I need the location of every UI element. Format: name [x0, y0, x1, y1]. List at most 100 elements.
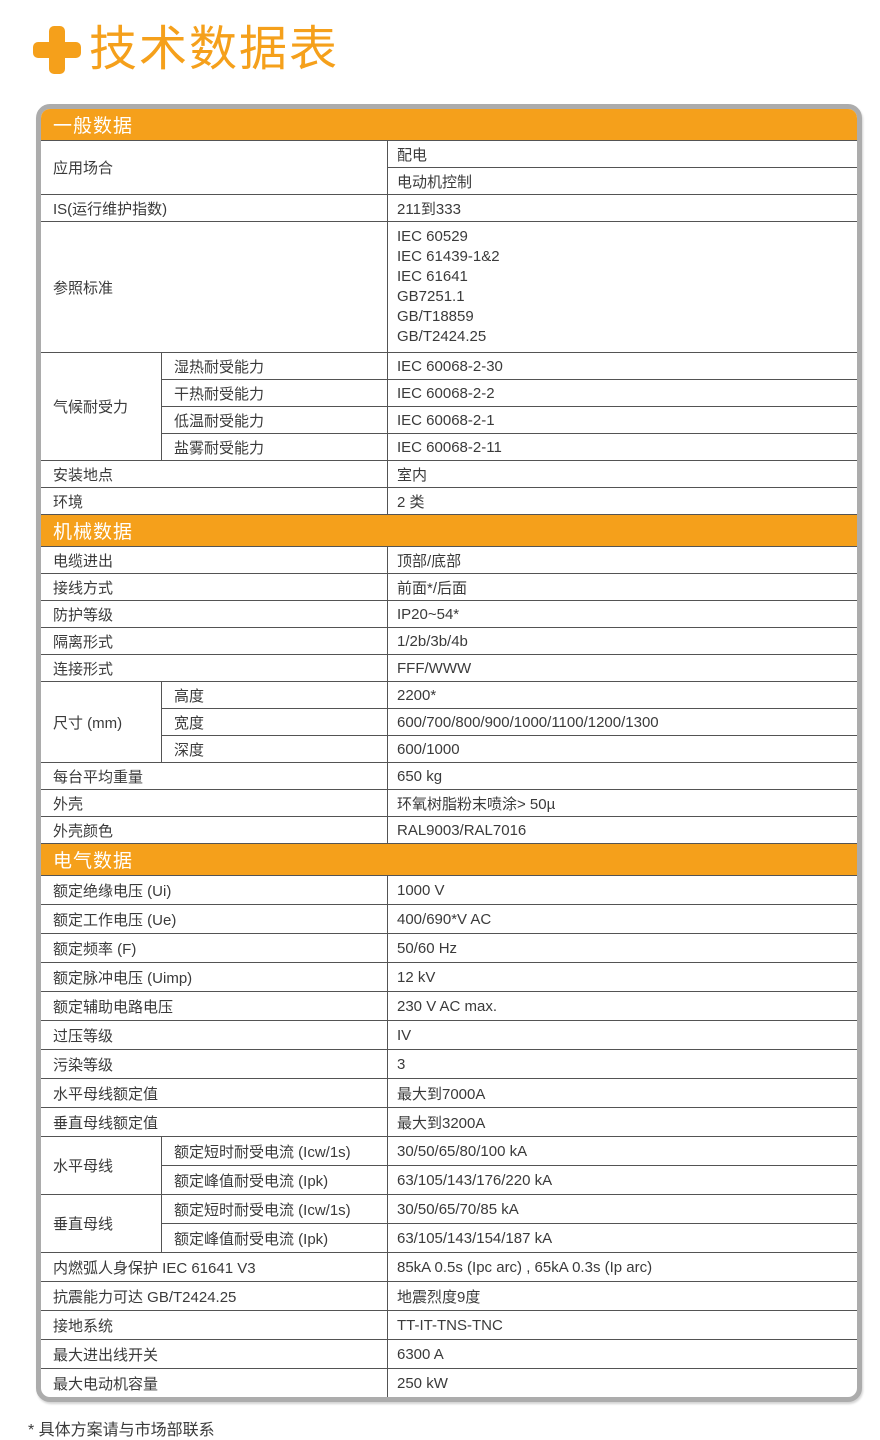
- row-value: 400/690*V AC: [387, 904, 857, 934]
- row-value: 12 kV: [387, 962, 857, 992]
- table-row: 接地系统 TT-IT-TNS-TNC: [41, 1310, 857, 1340]
- row-value: TT-IT-TNS-TNC: [387, 1310, 857, 1340]
- table-row: 垂直母线额定值 最大到3200A: [41, 1107, 857, 1137]
- table-row: 接线方式 前面*/后面: [41, 573, 857, 601]
- table-row: 最大进出线开关 6300 A: [41, 1339, 857, 1369]
- row-value: IEC 60068-2-1: [387, 406, 857, 434]
- table-row: 电缆进出 顶部/底部: [41, 546, 857, 574]
- row-value: 电动机控制: [387, 167, 857, 195]
- value-line: IEC 61439-1&2: [397, 248, 500, 265]
- row-label: 过压等级: [41, 1020, 388, 1050]
- table-row: 防护等级 IP20~54*: [41, 600, 857, 628]
- table-row: 电气数据: [41, 843, 857, 876]
- footnote: * 具体方案请与市场部联系: [28, 1422, 215, 1439]
- row-value: 顶部/底部: [387, 546, 857, 574]
- table-row: 垂直母线 额定短时耐受电流 (Icw/1s) 30/50/65/70/85 kA: [41, 1194, 857, 1253]
- row-value: 2200*: [387, 681, 857, 709]
- row-sublabel: 湿热耐受能力: [161, 352, 388, 380]
- row-value: 650 kg: [387, 762, 857, 790]
- table-row: 额定峰值耐受电流 (Ipk) 63/105/143/154/187 kA: [41, 1223, 857, 1253]
- row-sublabel: 宽度: [161, 708, 388, 736]
- row-value: RAL9003/RAL7016: [387, 816, 857, 844]
- row-label: 安装地点: [41, 460, 388, 488]
- table-row: 额定辅助电路电压 230 V AC max.: [41, 991, 857, 1021]
- table-row: 额定频率 (F) 50/60 Hz: [41, 933, 857, 963]
- table-row: 连接形式 FFF/WWW: [41, 654, 857, 682]
- spec-table-frame: 一般数据 应用场合 配电 电动机控制 IS(运行维护指数) 211到333 参照标准 IEC …: [36, 104, 862, 1402]
- table-row: 外壳 环氧树脂粉末喷涂> 50µ: [41, 789, 857, 817]
- row-value: 30/50/65/80/100 kA: [387, 1136, 857, 1166]
- row-label: 最大电动机容量: [41, 1368, 388, 1397]
- row-sublabel: 额定短时耐受电流 (Icw/1s): [161, 1194, 388, 1224]
- table-row: 内燃弧人身保护 IEC 61641 V3 85kA 0.5s (Ipc arc) …: [41, 1252, 857, 1282]
- plus-icon: [33, 26, 81, 74]
- row-value: 6300 A: [387, 1339, 857, 1369]
- table-row: 水平母线 额定短时耐受电流 (Icw/1s) 30/50/65/80/100 kA: [41, 1136, 857, 1195]
- row-value: 3: [387, 1049, 857, 1079]
- row-value: 85kA 0.5s (Ipc arc) , 65kA 0.3s (Ip arc): [387, 1252, 857, 1282]
- row-value: 环氧树脂粉末喷涂> 50µ: [387, 789, 857, 817]
- table-row: 水平母线额定值 最大到7000A: [41, 1078, 857, 1108]
- table-row: 干热耐受能力 IEC 60068-2-2: [41, 379, 857, 407]
- row-value: 前面*/后面: [387, 573, 857, 601]
- table-row: 额定脉冲电压 (Uimp) 12 kV: [41, 962, 857, 992]
- table-row: 电动机控制: [41, 167, 857, 195]
- row-value: 配电: [387, 140, 857, 168]
- row-value: 250 kW: [387, 1368, 857, 1397]
- table-row: 参照标准 IEC 60529 IEC 61439-1&2 IEC 61641 GB725…: [41, 221, 857, 353]
- section-header: 电气数据: [41, 843, 857, 876]
- table-row: IS(运行维护指数) 211到333: [41, 194, 857, 222]
- table-row: 尺寸 (mm) 高度 2200*: [41, 681, 857, 763]
- row-label: 额定辅助电路电压: [41, 991, 388, 1021]
- row-label: 额定脉冲电压 (Uimp): [41, 962, 388, 992]
- row-label: 额定绝缘电压 (Ui): [41, 875, 388, 905]
- table-row: 额定绝缘电压 (Ui) 1000 V: [41, 875, 857, 905]
- row-value: 230 V AC max.: [387, 991, 857, 1021]
- table-row: 环境 2 类: [41, 487, 857, 515]
- row-sublabel: 额定峰值耐受电流 (Ipk): [161, 1223, 388, 1253]
- table-row: 污染等级 3: [41, 1049, 857, 1079]
- row-value: 1/2b/3b/4b: [387, 627, 857, 655]
- value-line: IEC 61641: [397, 268, 468, 285]
- row-label: 水平母线: [41, 1136, 162, 1195]
- row-value: 211到333: [387, 194, 857, 222]
- row-value: 63/105/143/176/220 kA: [387, 1165, 857, 1195]
- row-value: 63/105/143/154/187 kA: [387, 1223, 857, 1253]
- row-label: 参照标准: [41, 221, 388, 353]
- table-row: 机械数据: [41, 514, 857, 547]
- row-label: 环境: [41, 487, 388, 515]
- table-row: 气候耐受力 湿热耐受能力 IEC 60068-2-30: [41, 352, 857, 461]
- row-sublabel: 深度: [161, 735, 388, 763]
- row-label: 尺寸 (mm): [41, 681, 162, 763]
- table-row: 深度 600/1000: [41, 735, 857, 763]
- table-row: 最大电动机容量 250 kW: [41, 1368, 857, 1397]
- row-sublabel: 低温耐受能力: [161, 406, 388, 434]
- row-value: IEC 60068-2-30: [387, 352, 857, 380]
- row-sublabel: 盐雾耐受能力: [161, 433, 388, 461]
- row-sublabel: 高度: [161, 681, 388, 709]
- table-row: 安装地点 室内: [41, 460, 857, 488]
- row-value: 最大到7000A: [387, 1078, 857, 1108]
- row-label: 连接形式: [41, 654, 388, 682]
- row-label: 接地系统: [41, 1310, 388, 1340]
- row-value: IV: [387, 1020, 857, 1050]
- row-value: IP20~54*: [387, 600, 857, 628]
- row-label: 内燃弧人身保护 IEC 61641 V3: [41, 1252, 388, 1282]
- row-label: 电缆进出: [41, 546, 388, 574]
- value-line: GB/T18859: [397, 308, 474, 325]
- value-line: GB/T2424.25: [397, 328, 487, 345]
- page-title: 技术数据表: [89, 23, 340, 76]
- table-row: 一般数据: [41, 109, 857, 141]
- row-label: 外壳: [41, 789, 388, 817]
- row-value: IEC 60068-2-11: [387, 433, 857, 461]
- row-label: 防护等级: [41, 600, 388, 628]
- row-value: 室内: [387, 460, 857, 488]
- row-value: 50/60 Hz: [387, 933, 857, 963]
- row-label: 外壳颜色: [41, 816, 388, 844]
- row-sublabel: 额定峰值耐受电流 (Ipk): [161, 1165, 388, 1195]
- row-sublabel: 干热耐受能力: [161, 379, 388, 407]
- row-value: IEC 60529 IEC 61439-1&2 IEC 61641 GB7251.1 G…: [387, 221, 857, 353]
- row-value: 2 类: [387, 487, 857, 515]
- table-row: 额定工作电压 (Ue) 400/690*V AC: [41, 904, 857, 934]
- row-sublabel: 额定短时耐受电流 (Icw/1s): [161, 1136, 388, 1166]
